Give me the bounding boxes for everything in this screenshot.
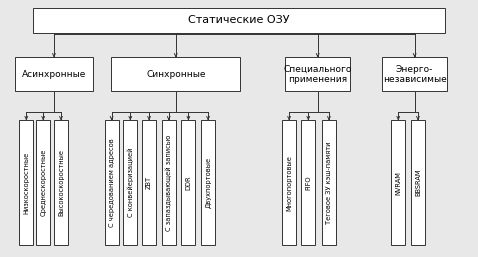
FancyBboxPatch shape	[33, 8, 445, 33]
Text: С конвейеризацией: С конвейеризацией	[127, 148, 133, 217]
FancyBboxPatch shape	[201, 120, 215, 245]
FancyBboxPatch shape	[382, 57, 447, 91]
FancyBboxPatch shape	[285, 57, 350, 91]
Text: ZBT: ZBT	[146, 176, 152, 189]
FancyBboxPatch shape	[15, 57, 93, 91]
FancyBboxPatch shape	[282, 120, 296, 245]
Text: DDR: DDR	[185, 175, 191, 190]
FancyBboxPatch shape	[301, 120, 315, 245]
FancyBboxPatch shape	[105, 120, 119, 245]
Text: Асинхронные: Асинхронные	[22, 70, 86, 79]
FancyBboxPatch shape	[142, 120, 156, 245]
Text: Синхронные: Синхронные	[146, 70, 206, 79]
FancyBboxPatch shape	[36, 120, 50, 245]
Text: Низкоскоростные: Низкоскоростные	[23, 152, 29, 214]
Text: Высокоскоростные: Высокоскоростные	[58, 149, 64, 216]
Text: Среднескоростные: Среднескоростные	[40, 149, 46, 216]
FancyBboxPatch shape	[411, 120, 425, 245]
Text: Многопортовые: Многопортовые	[286, 155, 292, 210]
FancyBboxPatch shape	[123, 120, 137, 245]
Text: Специального
применения: Специального применения	[283, 65, 352, 84]
Text: Статические ОЗУ: Статические ОЗУ	[188, 15, 290, 25]
FancyBboxPatch shape	[162, 120, 176, 245]
FancyBboxPatch shape	[111, 57, 240, 91]
FancyBboxPatch shape	[19, 120, 33, 245]
FancyBboxPatch shape	[54, 120, 68, 245]
Text: С запаздывающей записью: С запаздывающей записью	[165, 134, 172, 231]
Text: Энерго-
независимые: Энерго- независимые	[383, 65, 446, 84]
FancyBboxPatch shape	[391, 120, 405, 245]
Text: Теговое ЗУ кэш-памяти: Теговое ЗУ кэш-памяти	[326, 141, 332, 224]
Text: NVRAM: NVRAM	[395, 171, 401, 195]
FancyBboxPatch shape	[322, 120, 336, 245]
Text: FIFO: FIFO	[305, 175, 311, 190]
Text: Двухпортовые: Двухпортовые	[205, 157, 211, 208]
Text: BBSRAM: BBSRAM	[415, 169, 421, 196]
FancyBboxPatch shape	[181, 120, 196, 245]
Text: С чередованием адресов: С чередованием адресов	[109, 138, 115, 227]
